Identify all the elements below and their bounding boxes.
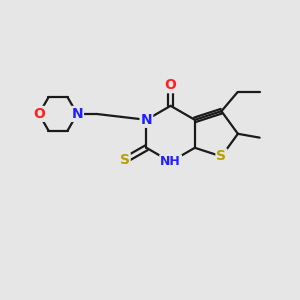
Text: N: N	[141, 113, 152, 127]
Text: O: O	[165, 78, 176, 92]
Text: S: S	[120, 153, 130, 167]
Text: O: O	[33, 107, 45, 121]
Text: S: S	[216, 149, 226, 164]
Text: NH: NH	[160, 155, 181, 168]
Text: N: N	[71, 107, 83, 121]
